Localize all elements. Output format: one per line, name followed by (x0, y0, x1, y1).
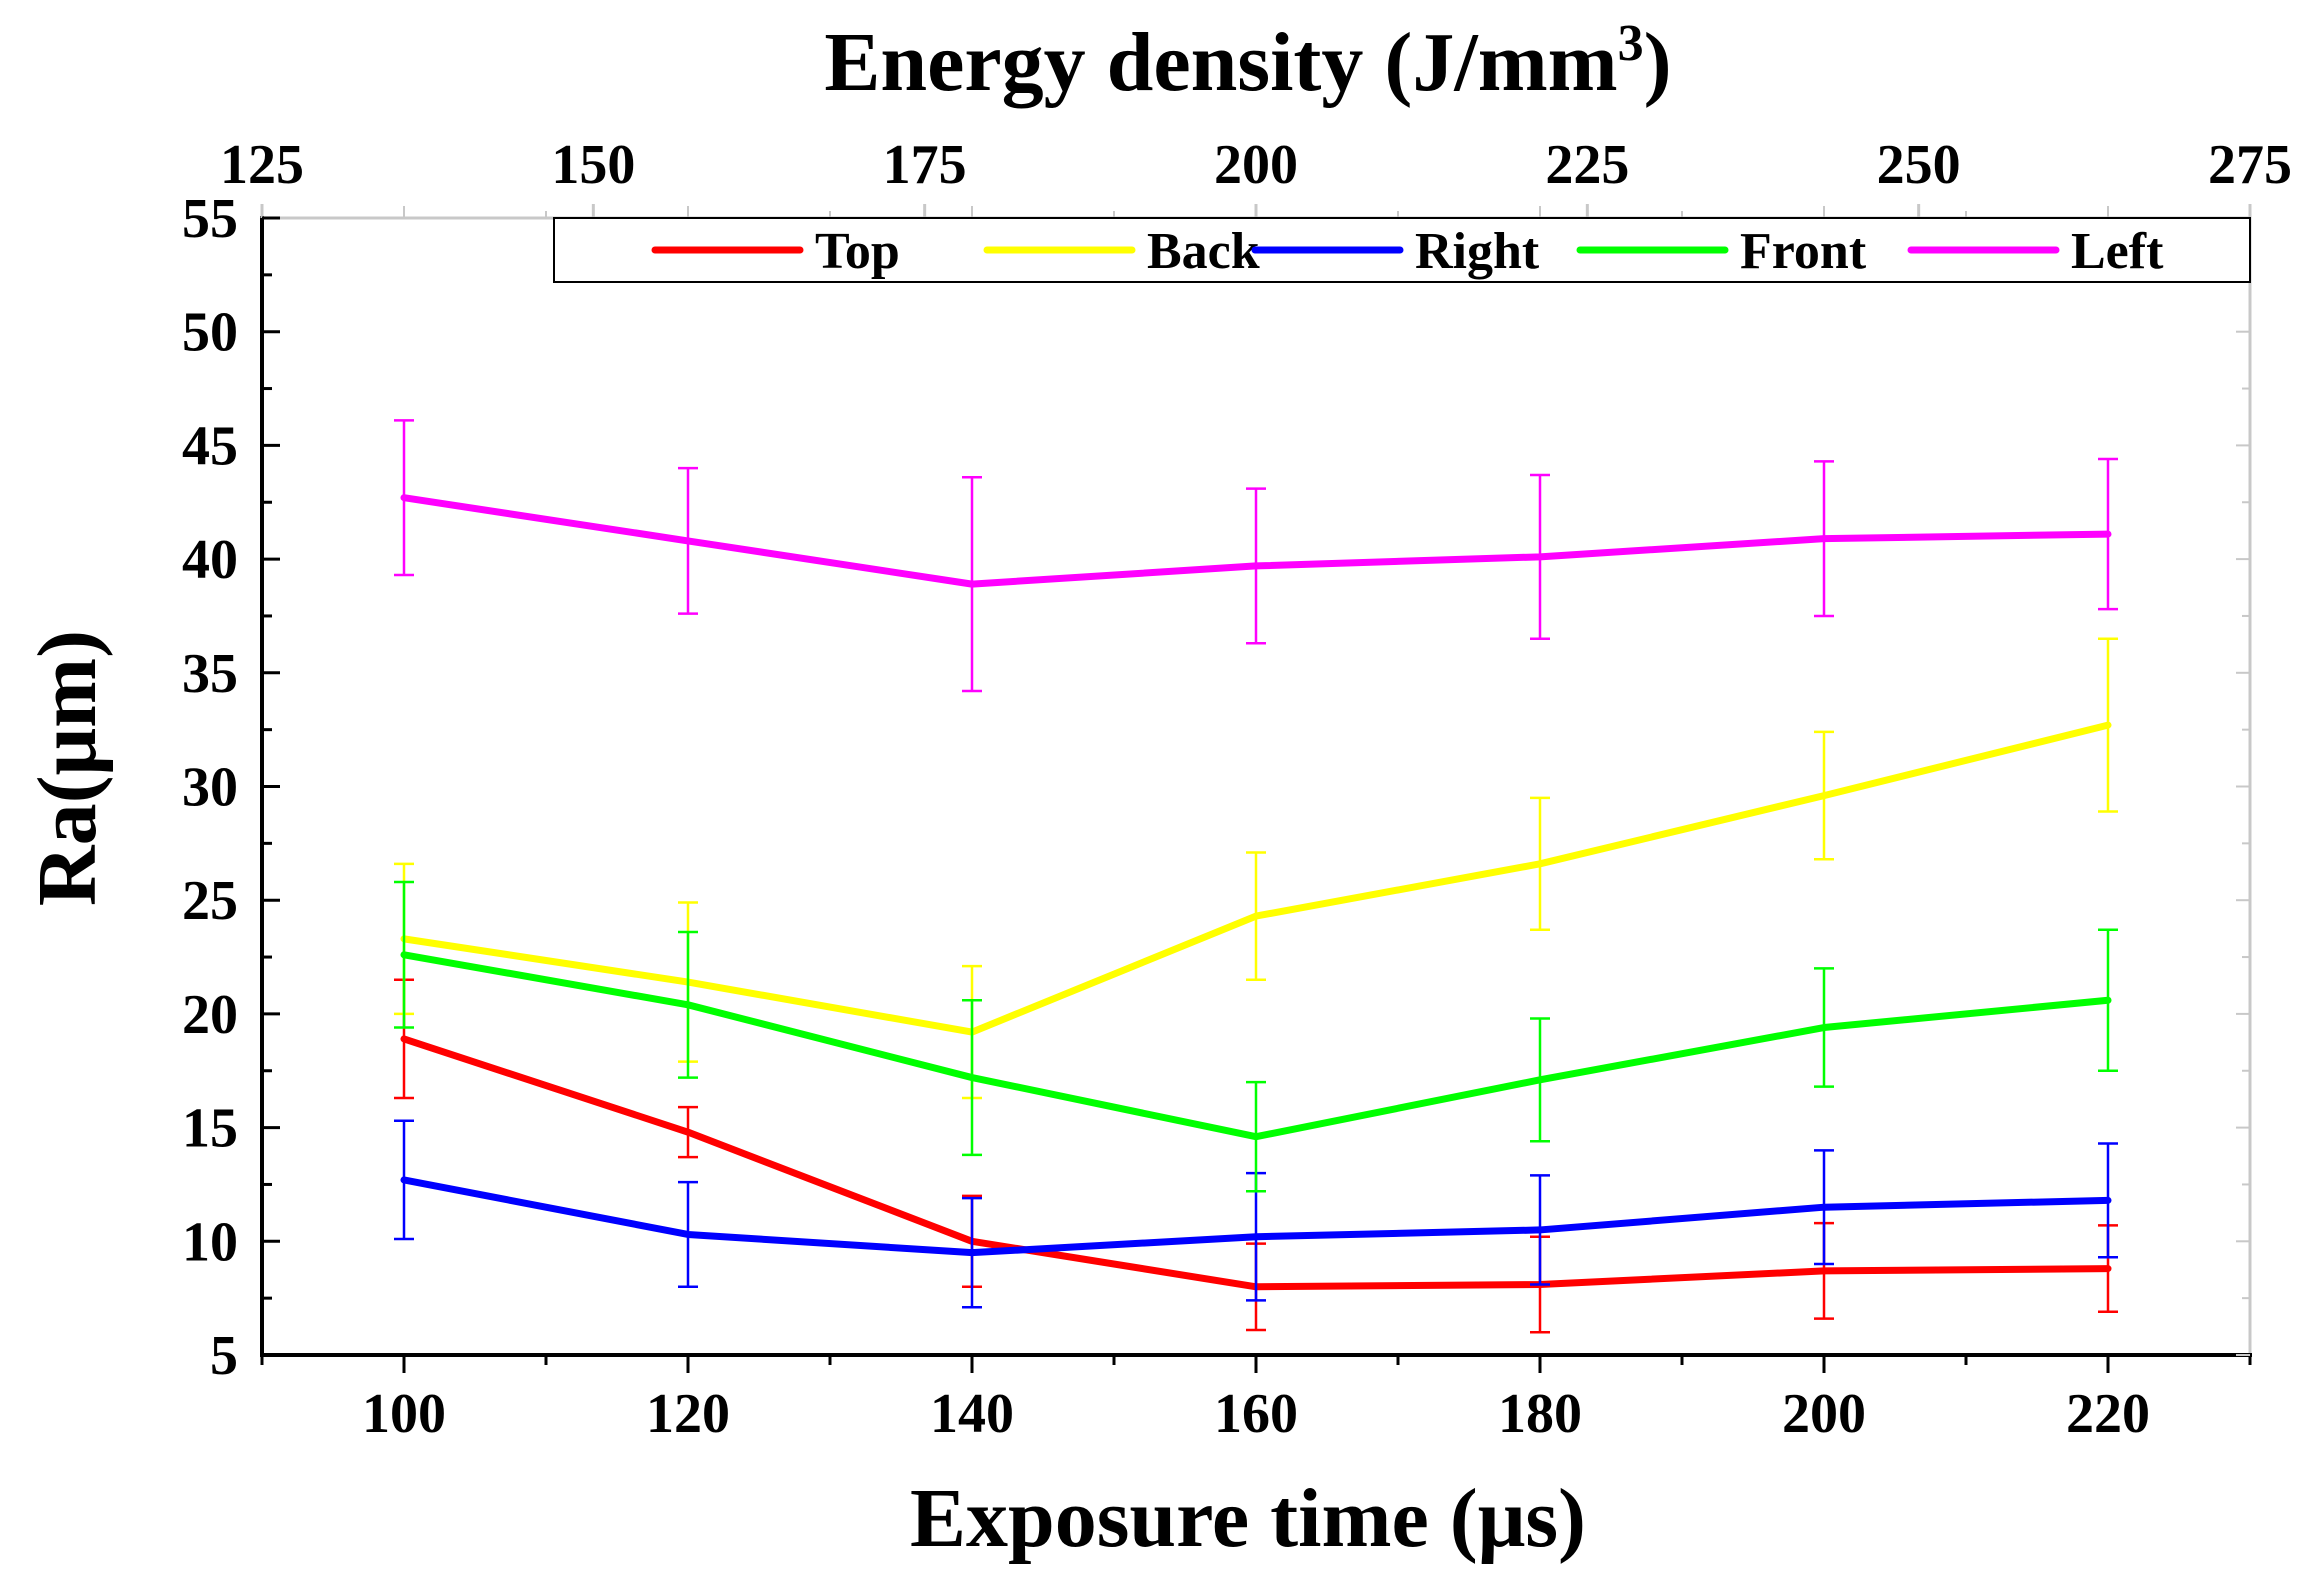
y-axis-title: Ra(μm) (21, 630, 114, 906)
top-tick-label: 200 (1214, 134, 1298, 196)
legend-entry-back: Back (983, 223, 1260, 280)
series-line (400, 1176, 2112, 1257)
legend-entry-front: Front (1576, 223, 1867, 280)
y-tick-label: 5 (210, 1325, 238, 1387)
series-back (394, 637, 2118, 1100)
y-tick-label: 40 (182, 529, 238, 591)
series-line (400, 494, 2112, 588)
legend-label: Top (815, 223, 900, 280)
series-right (394, 1119, 2118, 1309)
x-tick-label: 200 (1782, 1383, 1866, 1445)
top-tick-label: 125 (220, 134, 304, 196)
series-front (394, 880, 2118, 1193)
y-tick-label: 35 (182, 643, 238, 705)
x-tick-label: 180 (1498, 1383, 1582, 1445)
top-tick-label: 175 (883, 134, 967, 196)
legend-label: Front (1740, 223, 1867, 280)
y-tick-label: 45 (182, 415, 238, 477)
series-left (394, 419, 2118, 693)
top-tick-label: 250 (1877, 134, 1961, 196)
legend-label: Back (1147, 223, 1260, 280)
y-tick-label: 55 (182, 188, 238, 250)
x-tick-label: 100 (362, 1383, 446, 1445)
top-tick-label: 150 (551, 134, 635, 196)
y-tick-label: 10 (182, 1211, 238, 1273)
top-tick-label: 225 (1545, 134, 1629, 196)
y-tick-label: 15 (182, 1098, 238, 1160)
legend: Top Back Right Front Left (553, 217, 2251, 283)
x-tick-label: 220 (2066, 1383, 2150, 1445)
y-tick-label: 25 (182, 870, 238, 932)
x-tick-label: 120 (646, 1383, 730, 1445)
y-tick-label: 50 (182, 302, 238, 364)
x-tick-label: 160 (1214, 1383, 1298, 1445)
top-axis-title: Energy density (J/mm3) (824, 15, 1671, 109)
legend-entry-top: Top (651, 223, 900, 280)
legend-entry-left: Left (1907, 223, 2164, 280)
legend-label: Left (2071, 223, 2164, 280)
series-line (400, 951, 2112, 1141)
y-tick-label: 20 (182, 984, 238, 1046)
x-axis-title: Exposure time (μs) (910, 1472, 1586, 1565)
top-tick-label: 275 (2208, 134, 2292, 196)
y-tick-label: 30 (182, 757, 238, 819)
axes: 100 120 140 160 180 200 220 125 150 175 200 225 250 2… (182, 134, 2292, 1445)
plot-area (394, 419, 2118, 1334)
legend-label: Right (1415, 223, 1540, 280)
x-tick-label: 140 (930, 1383, 1014, 1445)
axis-labels: Exposure time (μs) Ra(μm) Energy density… (21, 15, 1672, 1565)
legend-entry-right: Right (1251, 223, 1540, 280)
